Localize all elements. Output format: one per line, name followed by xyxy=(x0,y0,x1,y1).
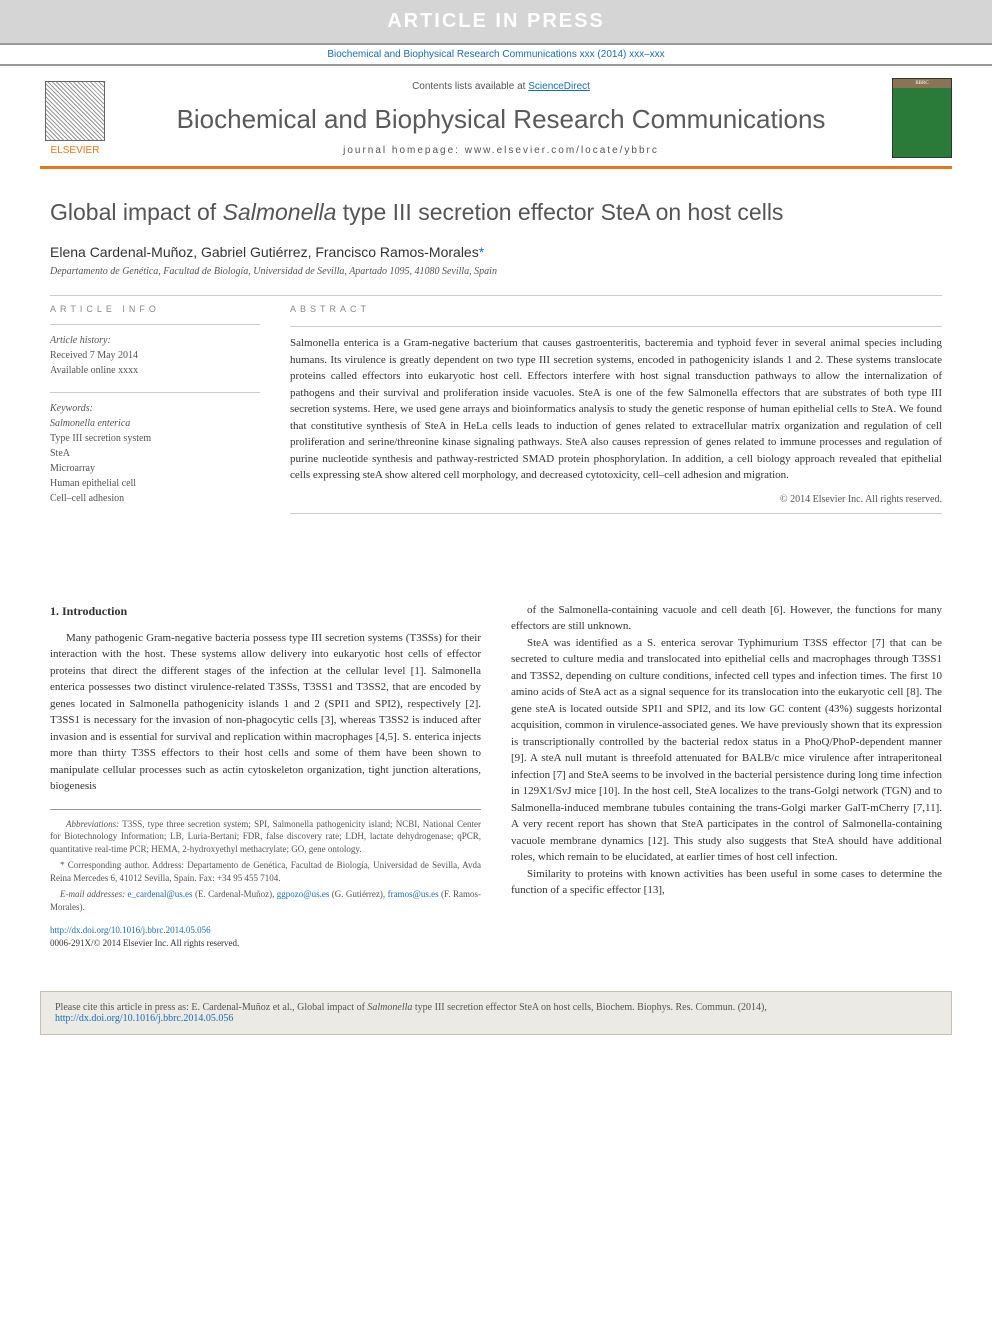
contents-prefix: Contents lists available at xyxy=(412,81,528,92)
article-in-press-banner: ARTICLE IN PRESS xyxy=(0,0,992,43)
info-divider xyxy=(50,392,260,393)
abstract-divider xyxy=(290,326,942,327)
abbreviations-footnote: Abbreviations: T3SS, type three secretio… xyxy=(50,818,481,856)
corresponding-marker: * xyxy=(479,244,484,260)
doi-link[interactable]: http://dx.doi.org/10.1016/j.bbrc.2014.05… xyxy=(50,924,481,938)
body-columns: 1. Introduction Many pathogenic Gram-neg… xyxy=(50,602,942,951)
journal-header-center: Contents lists available at ScienceDirec… xyxy=(130,81,872,156)
abstract-text: Salmonella enterica is a Gram-negative b… xyxy=(290,335,942,484)
sciencedirect-link[interactable]: ScienceDirect xyxy=(528,81,590,92)
introduction-heading: 1. Introduction xyxy=(50,602,481,620)
cite-post: type III secretion effector SteA on host… xyxy=(412,1002,766,1013)
right-column: of the Salmonella-containing vacuole and… xyxy=(511,602,942,951)
keywords-label: Keywords: xyxy=(50,403,93,414)
homepage-url: www.elsevier.com/locate/ybbrc xyxy=(465,145,659,156)
authors-line: Elena Cardenal-Muñoz, Gabriel Gutiérrez,… xyxy=(50,244,942,260)
section-divider xyxy=(50,295,942,296)
online-date: Available online xxxx xyxy=(50,365,138,376)
keyword: Type III secretion system xyxy=(50,433,151,444)
email-name: (G. Gutiérrez), xyxy=(329,889,387,899)
article-content: Global impact of Salmonella type III sec… xyxy=(0,169,992,971)
citation-box: Please cite this article in press as: E.… xyxy=(40,991,952,1035)
elsevier-tree-icon xyxy=(45,81,105,141)
abstract-heading: ABSTRACT xyxy=(290,304,942,314)
abstract-divider-bottom xyxy=(290,513,942,514)
received-date: Received 7 May 2014 xyxy=(50,350,138,361)
email-name: (E. Cardenal-Muñoz), xyxy=(193,889,277,899)
email-link[interactable]: framos@us.es xyxy=(388,889,439,899)
cover-label: BBRC xyxy=(893,79,951,88)
abstract-copyright: © 2014 Elsevier Inc. All rights reserved… xyxy=(290,494,942,505)
info-divider xyxy=(50,324,260,325)
journal-title: Biochemical and Biophysical Research Com… xyxy=(130,104,872,135)
body-paragraph: SteA was identified as a S. enterica ser… xyxy=(511,635,942,866)
keywords-section: Keywords: Salmonella enterica Type III s… xyxy=(50,401,260,506)
keyword: Salmonella enterica xyxy=(50,418,130,429)
corr-label: * Corresponding author. xyxy=(60,860,149,870)
abbrev-label: Abbreviations: xyxy=(66,819,119,829)
cite-em: Salmonella xyxy=(367,1002,412,1013)
journal-cover-thumbnail: BBRC xyxy=(892,78,952,158)
info-abstract-row: ARTICLE INFO Article history: Received 7… xyxy=(50,304,942,522)
abstract-column: ABSTRACT Salmonella enterica is a Gram-n… xyxy=(290,304,942,522)
body-paragraph: Similarity to proteins with known activi… xyxy=(511,866,942,899)
email-link[interactable]: ggpozo@us.es xyxy=(277,889,330,899)
doi-section: http://dx.doi.org/10.1016/j.bbrc.2014.05… xyxy=(50,924,481,951)
article-title: Global impact of Salmonella type III sec… xyxy=(50,199,942,226)
journal-header: ELSEVIER Contents lists available at Sci… xyxy=(0,66,992,166)
issn-copyright: 0006-291X/© 2014 Elsevier Inc. All right… xyxy=(50,937,481,951)
keyword: SteA xyxy=(50,448,70,459)
cite-prefix: Please cite this article in press as: E.… xyxy=(55,1002,367,1013)
article-info-column: ARTICLE INFO Article history: Received 7… xyxy=(50,304,260,522)
article-info-heading: ARTICLE INFO xyxy=(50,304,260,314)
title-em: Salmonella xyxy=(223,199,337,225)
body-paragraph: of the Salmonella-containing vacuole and… xyxy=(511,602,942,635)
contents-line: Contents lists available at ScienceDirec… xyxy=(130,81,872,92)
email-label: E-mail addresses: xyxy=(60,889,125,899)
title-post: type III secretion effector SteA on host… xyxy=(336,199,783,225)
citation-strip: Biochemical and Biophysical Research Com… xyxy=(0,43,992,66)
keyword: Human epithelial cell xyxy=(50,478,136,489)
footnotes: Abbreviations: T3SS, type three secretio… xyxy=(50,809,481,914)
keyword: Microarray xyxy=(50,463,95,474)
homepage-prefix: journal homepage: xyxy=(343,145,465,156)
cite-doi-link[interactable]: http://dx.doi.org/10.1016/j.bbrc.2014.05… xyxy=(55,1013,233,1024)
homepage-line: journal homepage: www.elsevier.com/locat… xyxy=(130,145,872,156)
author-names: Elena Cardenal-Muñoz, Gabriel Gutiérrez,… xyxy=(50,244,479,260)
email-link[interactable]: e_cardenal@us.es xyxy=(128,889,193,899)
publisher-name: ELSEVIER xyxy=(51,145,100,156)
elsevier-logo: ELSEVIER xyxy=(40,78,110,158)
affiliation: Departamento de Genética, Facultad de Bi… xyxy=(50,266,942,277)
title-pre: Global impact of xyxy=(50,199,223,225)
article-history: Article history: Received 7 May 2014 Ava… xyxy=(50,333,260,378)
keyword: Cell–cell adhesion xyxy=(50,493,124,504)
emails-footnote: E-mail addresses: e_cardenal@us.es (E. C… xyxy=(50,888,481,913)
corresponding-footnote: * Corresponding author. Address: Departa… xyxy=(50,859,481,884)
left-column: 1. Introduction Many pathogenic Gram-neg… xyxy=(50,602,481,951)
body-paragraph: Many pathogenic Gram-negative bacteria p… xyxy=(50,630,481,795)
history-label: Article history: xyxy=(50,335,111,346)
